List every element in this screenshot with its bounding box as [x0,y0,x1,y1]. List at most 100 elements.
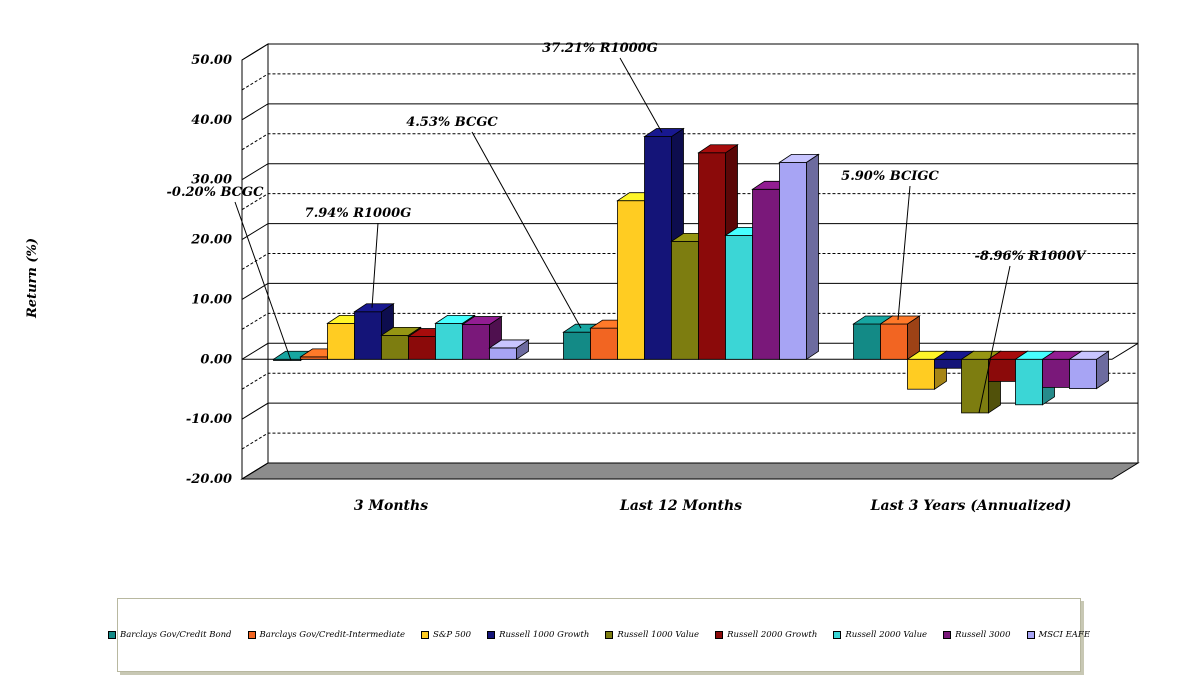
bar-front [671,240,699,360]
bar [488,339,530,361]
annotation: -0.20% BCGC [167,185,292,361]
bar-front [327,322,355,360]
bar-top [697,144,739,154]
legend-label: Russell 3000 [955,630,1011,640]
legend-item: MSCI EAFE [1026,630,1091,640]
legend-swatch [833,631,842,639]
annotation-leader [371,222,379,308]
annotation-leader [978,265,1011,414]
annotation-label: -8.96% R1000V [974,249,1087,264]
minor-gridline [241,312,1138,330]
bar-front [563,331,591,360]
gridline [241,223,1138,240]
bar-front [489,347,517,360]
y-axis-ticks: 50.00 40.00 30.00 20.00 10.00 0.00 -10.00 -20.0… [186,53,232,487]
annotation: 5.90% BCIGC [841,169,939,321]
legend-swatch [1026,631,1035,639]
x-tick-label: Last 3 Years (Annualized) [870,498,1072,514]
bar-front [880,323,908,360]
legend-item: Russell 2000 Growth [715,630,817,640]
y-tick-label: 30.00 [191,173,232,188]
annotation: 4.53% BCGC [406,115,582,329]
gridline [241,462,1138,480]
x-tick-label: Last 12 Months [619,498,742,514]
bar-front [644,136,672,360]
minor-gridline [241,253,1138,270]
gridlines [241,43,1139,480]
bar-side [806,153,819,361]
legend-item: Barclays Gov/Credit Bond [107,630,232,640]
zero-line [242,342,1139,360]
y-axis-label: Return (%) [25,238,40,319]
gridline [241,103,1138,121]
gridline [241,43,1138,61]
legend-swatch [605,631,614,639]
bars [272,127,1110,414]
legend-item: Russell 3000 [943,630,1011,640]
bar-front [408,336,436,360]
legend-swatch [247,631,256,639]
legend-label: Barclays Gov/Credit Bond [119,630,232,640]
y-tick-label: -20.00 [186,472,232,487]
bar-top [380,326,422,336]
legend-item: S&P 500 [421,630,471,640]
minor-gridline [241,133,1138,151]
x-axis-categories: 3 Months Last 12 Months Last 3 Years (Annu… [354,498,1071,514]
minor-gridline [241,432,1138,450]
legend-swatch [107,631,116,639]
bar-front [462,324,490,360]
legend-label: Russell 1000 Value [617,630,700,640]
annotation-label: 7.94% R1000G [305,206,412,221]
annotation-label: 4.53% BCGC [406,115,498,130]
bar-top [1068,350,1110,360]
legend-item: Russell 1000 Value [605,630,699,640]
bar-front [725,234,753,360]
legend-label: Russell 2000 Value [845,630,928,640]
bar-front [590,327,618,360]
bar [879,315,921,361]
annotation-label: 5.90% BCIGC [841,169,939,184]
bar-front [988,358,1016,382]
bar-top [879,315,921,325]
legend-swatch [487,631,496,639]
legend-item: Russell 1000 Growth [487,630,589,640]
legend-item: Russell 2000 Value [833,630,927,640]
legend-label: Russell 2000 Growth [727,630,818,640]
legend-swatch [715,631,724,639]
gridline [241,402,1138,420]
bar-front [853,323,881,360]
x-tick-label: 3 Months [354,498,428,514]
legend-label: S&P 500 [433,630,472,640]
bar-front [1042,358,1070,388]
annotation: -8.96% R1000V [974,249,1087,414]
annotation-leader [234,201,292,361]
annotation-leader [619,57,663,133]
bar-front [752,188,780,360]
legend-label: Russell 1000 Growth [499,630,590,640]
y-tick-label: 10.00 [191,292,232,307]
annotations: 37.21% R1000G 4.53% BCGC -0.20% BCGC 7.94% … [167,41,1087,414]
bar-front [1069,358,1097,390]
bar-top [461,316,503,325]
y-tick-label: 50.00 [191,53,232,68]
bar-front [907,358,935,390]
bar-front [934,358,962,369]
bar [778,153,820,361]
y-tick-label: 20.00 [190,233,232,248]
gridline [241,282,1138,300]
legend-label: MSCI EAFE [1038,630,1091,640]
bar [1068,350,1110,390]
annotation-leader [897,185,911,321]
bar-front [617,200,645,360]
y-tick-label: 40.00 [191,113,232,128]
bar-front [1015,358,1043,406]
bar-front [779,161,807,360]
annotation-leader [471,131,582,329]
legend-label: Barclays Gov/Credit-Intermediate [259,630,406,640]
floor [240,462,1140,480]
legend: Barclays Gov/Credit Bond Barclays Gov/Cre… [107,598,1090,672]
minor-gridline [241,372,1138,390]
bar-top [353,303,395,313]
minor-gridline [241,73,1138,91]
